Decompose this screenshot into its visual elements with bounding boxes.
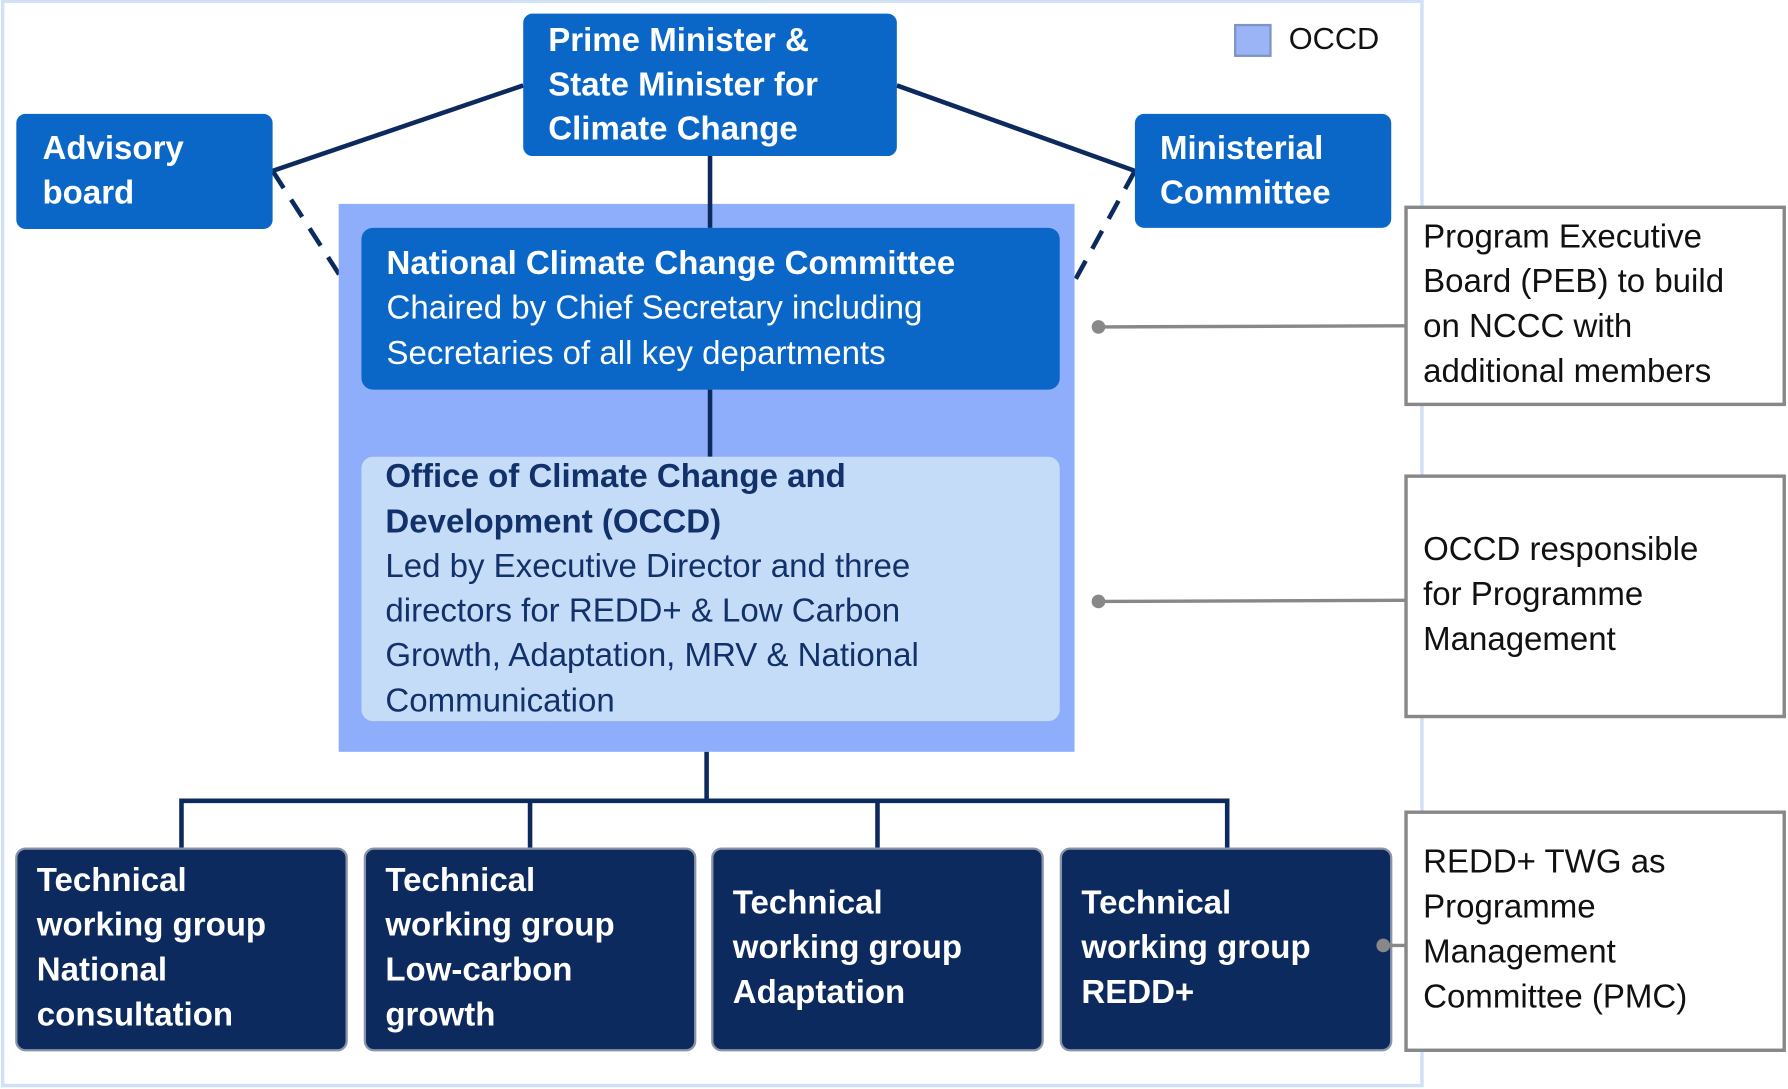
legend-label: OCCD — [1289, 21, 1380, 56]
node-text: State Minister for — [548, 65, 818, 102]
annotation-box — [1404, 205, 1786, 407]
node-title: National Climate Change Committee — [387, 244, 956, 281]
working-group-box — [363, 847, 697, 1052]
node-text: Growth, Adaptation, MRV & National — [385, 636, 918, 673]
node-text: Chaired by Chief Secretary including — [387, 289, 923, 326]
annotation-text: on NCCC with — [1423, 307, 1632, 344]
annotation-text: Program Executive — [1423, 217, 1702, 254]
working-group-box — [1059, 847, 1393, 1052]
node-text: Led by Executive Director and three — [385, 547, 910, 584]
pm-box — [523, 13, 897, 157]
node-text: Communication — [385, 682, 614, 719]
node-text: working group — [732, 928, 962, 965]
node-text: Adaptation — [733, 973, 905, 1010]
annotation-box — [1404, 474, 1786, 719]
node-text: Technical — [1081, 883, 1231, 920]
nccc-box — [361, 227, 1060, 390]
node-text: Secretaries of all key departments — [387, 334, 886, 371]
advisory-box — [16, 113, 273, 229]
pointer-dot — [1376, 938, 1391, 953]
annotation-text: Management — [1423, 620, 1616, 657]
pointer — [1098, 324, 1407, 329]
node-text: consultation — [37, 995, 233, 1032]
annotation-text: Committee (PMC) — [1423, 977, 1687, 1014]
connector — [270, 169, 357, 300]
connector — [1061, 169, 1137, 303]
connector — [896, 83, 1136, 174]
annotation-text: OCCD responsible — [1423, 530, 1698, 567]
node-text: National — [37, 951, 167, 988]
annotation-text: REDD+ TWG as — [1423, 843, 1665, 880]
node-title: Office of Climate Change and — [385, 457, 845, 494]
node-text: Committee — [1160, 174, 1331, 211]
annotation-text: for Programme — [1423, 575, 1643, 612]
connector — [179, 751, 1230, 849]
annotation-box — [1404, 810, 1786, 1052]
working-group-box — [711, 847, 1044, 1052]
node-text: growth — [385, 995, 495, 1032]
node-title: Development (OCCD) — [385, 503, 721, 540]
node-text: Technical — [37, 861, 187, 898]
node-text: Prime Minister & — [548, 21, 809, 58]
node-text: REDD+ — [1081, 973, 1194, 1010]
node-text: working group — [1080, 928, 1310, 965]
node-text: Advisory — [43, 129, 185, 166]
node-text: Climate Change — [548, 110, 798, 147]
node-text: board — [43, 174, 135, 211]
annotation-text: Management — [1423, 932, 1616, 969]
node-text: directors for REDD+ & Low Carbon — [385, 592, 900, 629]
annotation-text: additional members — [1423, 352, 1711, 389]
annotation-text: Board (PEB) to build — [1423, 262, 1724, 299]
ministerial-box — [1134, 113, 1392, 228]
connector — [271, 83, 524, 174]
node-text: Ministerial — [1160, 129, 1323, 166]
occd-box — [361, 456, 1060, 722]
pointer — [1098, 598, 1407, 604]
legend-swatch — [1234, 23, 1272, 57]
pointer-dot — [1091, 594, 1106, 609]
node-text: Technical — [733, 883, 883, 920]
node-text: Low-carbon — [385, 951, 572, 988]
annotation-text: Programme — [1423, 888, 1595, 925]
working-group-box — [15, 847, 348, 1052]
node-text: working group — [384, 906, 614, 943]
node-text: working group — [36, 906, 266, 943]
node-text: Technical — [385, 861, 535, 898]
pointer-dot — [1091, 320, 1106, 334]
